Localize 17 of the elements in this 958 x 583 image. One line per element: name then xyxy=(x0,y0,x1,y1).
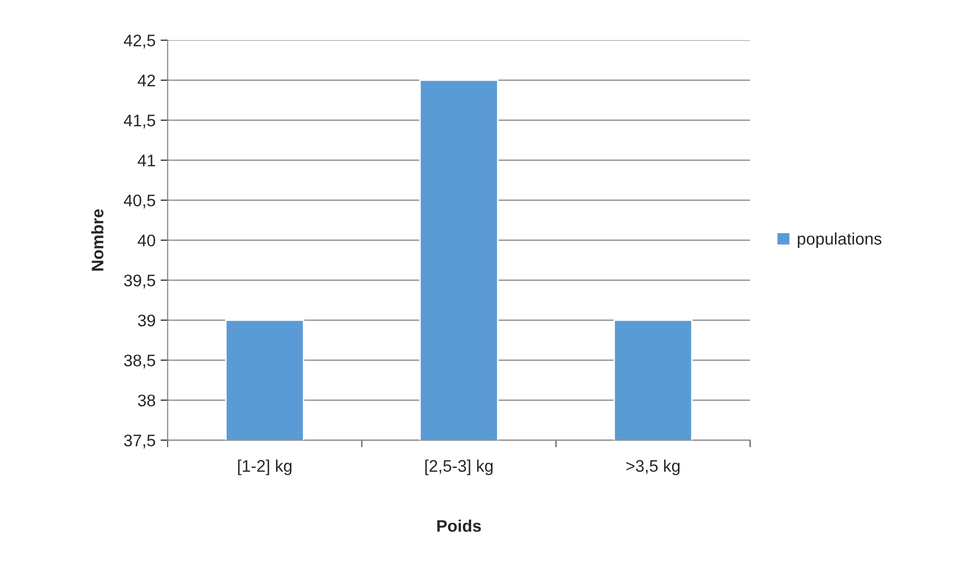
y-tick-label: 40,5 xyxy=(124,194,156,208)
x-tick-label: [1-2] kg xyxy=(238,460,292,476)
y-tick-label: 42 xyxy=(138,74,156,86)
y-tick-label: 37,5 xyxy=(124,434,156,448)
y-tick-label: 38,5 xyxy=(124,354,156,368)
y-tick-label: 39 xyxy=(138,314,156,326)
y-tick-label: 40 xyxy=(138,234,156,246)
x-tick-label: [2,5-3] kg xyxy=(425,460,493,476)
y-tick-label: 41 xyxy=(138,154,156,166)
y-tick-label: 41,5 xyxy=(124,114,156,128)
y-tick-label: 38 xyxy=(138,394,156,406)
y-tick-label: 39,5 xyxy=(124,274,156,288)
x-tick-label: >3,5 kg xyxy=(626,460,680,476)
x-axis-title: Poids xyxy=(437,520,481,532)
legend-label: populations xyxy=(798,232,882,248)
y-tick-label: 42,5 xyxy=(124,34,156,48)
y-axis-title: Nombre xyxy=(91,209,104,271)
